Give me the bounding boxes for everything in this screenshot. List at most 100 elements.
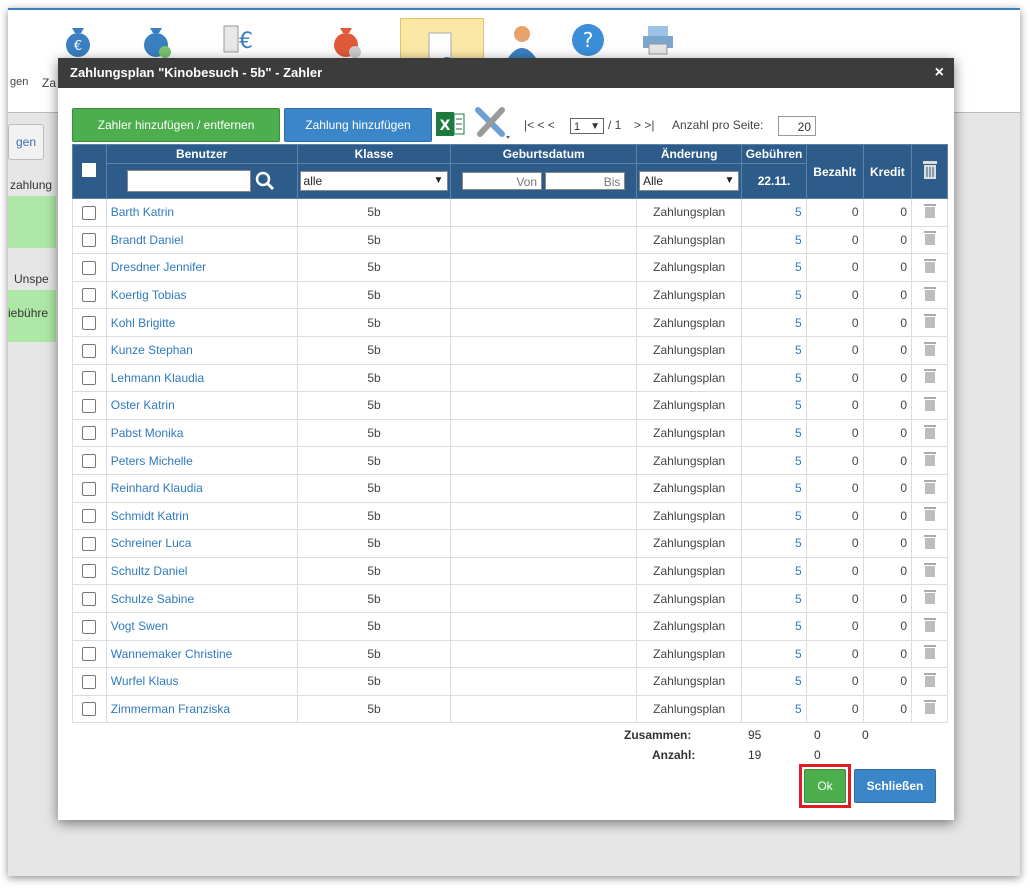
user-icon[interactable] <box>504 22 540 58</box>
row-checkbox[interactable] <box>82 233 97 248</box>
row-name[interactable]: Peters Michelle <box>105 446 298 475</box>
date-to-input[interactable]: Bis <box>545 172 626 190</box>
row-name[interactable]: Vogt Swen <box>105 611 298 641</box>
row-name[interactable]: Schmidt Katrin <box>105 501 298 531</box>
trash-icon[interactable] <box>923 203 936 218</box>
trash-icon[interactable] <box>923 507 936 522</box>
close-icon[interactable]: × <box>934 64 944 81</box>
help-icon[interactable]: ? <box>570 22 606 58</box>
col-header-user[interactable]: Benutzer <box>105 144 298 164</box>
row-checkbox[interactable] <box>82 426 97 441</box>
trash-icon[interactable] <box>923 617 936 632</box>
trash-icon[interactable] <box>923 286 936 301</box>
row-name[interactable]: Schultz Daniel <box>105 556 298 586</box>
trash-icon[interactable] <box>923 534 936 549</box>
row-fee[interactable]: 5 <box>741 253 807 282</box>
close-button[interactable]: Schließen <box>854 769 936 803</box>
select-all-checkbox[interactable] <box>82 163 97 177</box>
row-fee[interactable]: 5 <box>741 446 807 475</box>
money-bag-clock-icon[interactable] <box>328 22 364 58</box>
trash-icon[interactable] <box>923 314 936 329</box>
row-name[interactable]: Pabst Monika <box>105 418 298 448</box>
row-fee[interactable]: 5 <box>741 225 807 255</box>
row-name[interactable]: Schreiner Luca <box>105 529 298 558</box>
row-name[interactable]: Reinhard Klaudia <box>105 473 298 503</box>
row-checkbox[interactable] <box>82 371 97 386</box>
row-fee[interactable]: 5 <box>741 611 807 641</box>
row-checkbox[interactable] <box>82 619 97 634</box>
money-bag-icon[interactable]: € <box>60 22 96 58</box>
row-checkbox[interactable] <box>82 454 97 469</box>
row-checkbox[interactable] <box>82 288 97 303</box>
date-from-input[interactable]: Von <box>462 172 543 190</box>
trash-icon[interactable] <box>923 396 936 411</box>
trash-icon[interactable] <box>923 700 936 715</box>
row-checkbox[interactable] <box>82 564 97 579</box>
col-header-class[interactable]: Klasse <box>296 144 452 164</box>
row-name[interactable]: Wannemaker Christine <box>105 639 298 669</box>
tools-icon[interactable] <box>472 106 512 140</box>
trash-icon[interactable] <box>923 479 936 494</box>
col-header-birthdate[interactable]: Geburtsdatum <box>450 144 637 164</box>
trash-icon[interactable] <box>923 424 936 439</box>
col-header-credit[interactable]: Kredit <box>862 144 913 199</box>
row-fee[interactable]: 5 <box>741 639 807 669</box>
row-name[interactable]: Kohl Brigitte <box>105 308 298 337</box>
left-panel-button[interactable]: gen <box>8 124 44 160</box>
excel-export-icon[interactable]: X <box>436 110 466 138</box>
row-fee[interactable]: 5 <box>741 556 807 586</box>
col-header-fees[interactable]: Gebühren <box>741 144 807 164</box>
row-checkbox[interactable] <box>82 702 97 717</box>
trash-icon[interactable] <box>923 590 936 605</box>
add-remove-payer-button[interactable]: Zahler hinzufügen / entfernen <box>72 108 280 142</box>
row-fee[interactable]: 5 <box>741 473 807 503</box>
row-name[interactable]: Barth Katrin <box>105 198 298 227</box>
row-fee[interactable]: 5 <box>741 335 807 365</box>
trash-icon[interactable] <box>923 341 936 356</box>
row-name[interactable]: Oster Katrin <box>105 391 298 420</box>
pager-first-prev[interactable]: |< < < <box>524 118 555 132</box>
class-filter-select[interactable]: alle ▼ <box>299 171 449 191</box>
row-checkbox[interactable] <box>82 260 97 275</box>
row-name[interactable]: Dresdner Jennifer <box>105 253 298 282</box>
row-checkbox[interactable] <box>82 205 97 220</box>
row-fee[interactable]: 5 <box>741 584 807 613</box>
row-checkbox[interactable] <box>82 398 97 413</box>
ok-button[interactable]: Ok <box>804 769 846 803</box>
row-fee[interactable]: 5 <box>741 418 807 448</box>
row-fee[interactable]: 5 <box>741 280 807 310</box>
pager-next-last[interactable]: > >| <box>634 118 655 132</box>
trash-icon[interactable] <box>923 645 936 660</box>
row-name[interactable]: Wurfel Klaus <box>105 667 298 696</box>
trash-icon[interactable] <box>923 258 936 273</box>
row-fee[interactable]: 5 <box>741 529 807 558</box>
trash-icon[interactable] <box>923 672 936 687</box>
row-name[interactable]: Lehmann Klaudia <box>105 363 298 393</box>
user-search-input[interactable] <box>126 170 251 192</box>
row-fee[interactable]: 5 <box>741 667 807 696</box>
row-fee[interactable]: 5 <box>741 694 807 724</box>
row-name[interactable]: Zimmerman Franziska <box>105 694 298 724</box>
row-checkbox[interactable] <box>82 592 97 607</box>
row-checkbox[interactable] <box>82 481 97 496</box>
money-bag-add-icon[interactable] <box>138 22 174 58</box>
search-icon[interactable] <box>254 171 276 191</box>
row-checkbox[interactable] <box>82 647 97 662</box>
change-filter-select[interactable]: Alle ▼ <box>638 171 740 191</box>
add-payment-button[interactable]: Zahlung hinzufügen <box>284 108 432 142</box>
col-header-paid[interactable]: Bezahlt <box>805 144 864 199</box>
row-fee[interactable]: 5 <box>741 198 807 227</box>
trash-icon[interactable] <box>923 369 936 384</box>
row-name[interactable]: Brandt Daniel <box>105 225 298 255</box>
row-fee[interactable]: 5 <box>741 501 807 531</box>
row-name[interactable]: Kunze Stephan <box>105 335 298 365</box>
row-name[interactable]: Schulze Sabine <box>105 584 298 613</box>
printer-icon[interactable] <box>640 22 676 58</box>
per-page-input[interactable]: 20 <box>778 116 816 136</box>
row-fee[interactable]: 5 <box>741 308 807 337</box>
row-name[interactable]: Koertig Tobias <box>105 280 298 310</box>
row-checkbox[interactable] <box>82 674 97 689</box>
row-checkbox[interactable] <box>82 536 97 551</box>
ledger-icon[interactable]: € <box>220 22 256 58</box>
trash-icon[interactable] <box>922 161 937 179</box>
